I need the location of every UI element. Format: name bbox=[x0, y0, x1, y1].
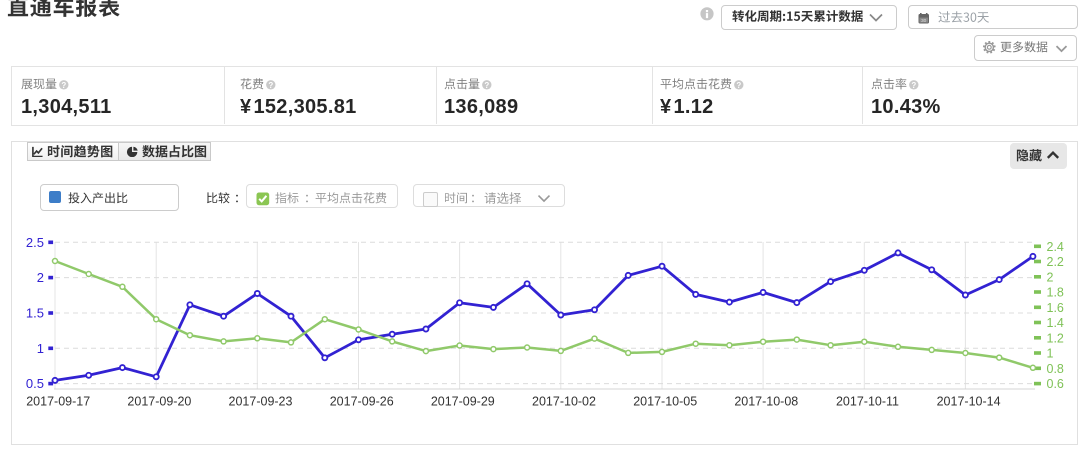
svg-text:2017-10-08: 2017-10-08 bbox=[734, 395, 798, 409]
svg-text:0.6: 0.6 bbox=[1047, 377, 1064, 391]
svg-text:2017-09-20: 2017-09-20 bbox=[127, 395, 191, 409]
svg-text:1: 1 bbox=[1047, 347, 1054, 361]
svg-text:?: ? bbox=[484, 81, 489, 90]
svg-text:1: 1 bbox=[37, 341, 44, 356]
svg-text:1.6: 1.6 bbox=[1047, 301, 1064, 315]
svg-text:2017-10-14: 2017-10-14 bbox=[937, 395, 1001, 409]
svg-text:2: 2 bbox=[37, 270, 44, 285]
svg-text:2017-10-02: 2017-10-02 bbox=[532, 395, 596, 409]
svg-text:2.5: 2.5 bbox=[26, 235, 44, 250]
svg-text:?: ? bbox=[736, 81, 741, 90]
svg-text:1.5: 1.5 bbox=[26, 306, 44, 321]
svg-text:2017-09-23: 2017-09-23 bbox=[229, 395, 293, 409]
svg-text:2017-09-29: 2017-09-29 bbox=[431, 395, 495, 409]
svg-text:1.2: 1.2 bbox=[1047, 331, 1064, 345]
svg-text:0.5: 0.5 bbox=[26, 376, 44, 391]
svg-text:2017-09-26: 2017-09-26 bbox=[330, 395, 394, 409]
svg-text:30: 30 bbox=[921, 18, 927, 24]
svg-text:1.4: 1.4 bbox=[1047, 316, 1064, 330]
svg-text:?: ? bbox=[268, 81, 273, 90]
svg-text:2: 2 bbox=[1047, 270, 1054, 284]
svg-text:2.4: 2.4 bbox=[1047, 240, 1064, 254]
svg-text:2017-09-17: 2017-09-17 bbox=[26, 395, 90, 409]
svg-text:2017-10-11: 2017-10-11 bbox=[836, 395, 899, 409]
svg-text:2.2: 2.2 bbox=[1047, 255, 1064, 269]
svg-text:0.8: 0.8 bbox=[1047, 362, 1064, 376]
svg-text:1.8: 1.8 bbox=[1047, 286, 1064, 300]
svg-text:?: ? bbox=[911, 81, 916, 90]
svg-text:2017-10-05: 2017-10-05 bbox=[633, 395, 697, 409]
svg-text:?: ? bbox=[61, 81, 66, 90]
